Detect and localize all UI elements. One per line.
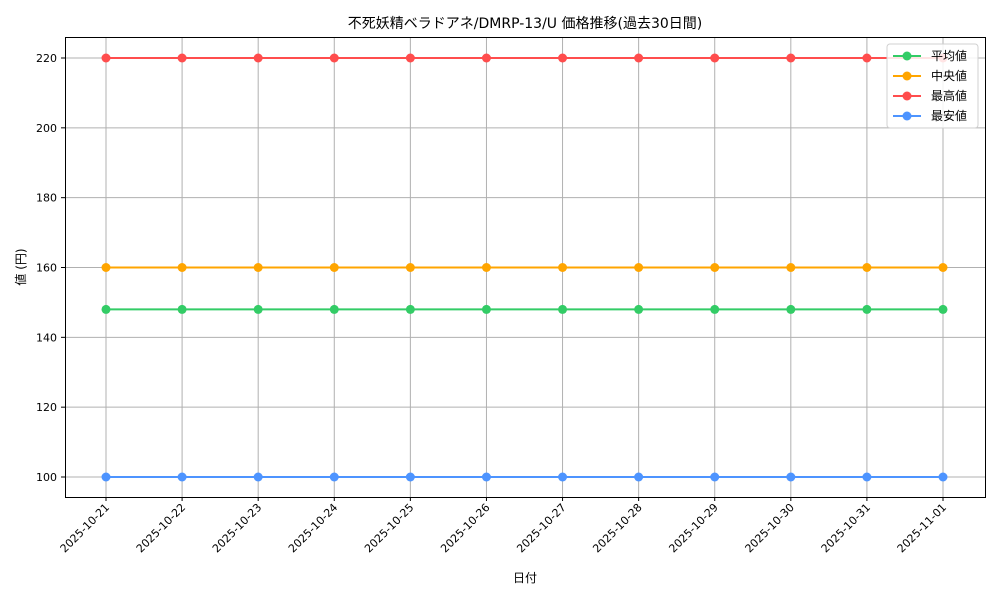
data-point xyxy=(862,263,872,272)
data-point xyxy=(177,472,187,482)
x-tick-label: 2025-11-01 xyxy=(895,501,949,555)
data-point xyxy=(253,53,263,63)
data-point xyxy=(862,53,872,63)
data-point xyxy=(253,472,263,482)
data-point xyxy=(710,263,720,272)
data-point xyxy=(405,53,415,63)
data-point xyxy=(558,472,568,482)
x-tick-label: 2025-10-28 xyxy=(590,501,644,555)
y-tick-label: 140 xyxy=(36,331,57,344)
x-tick-label: 2025-10-21 xyxy=(58,501,112,555)
data-point xyxy=(253,263,263,272)
data-point xyxy=(634,304,644,314)
data-point xyxy=(329,472,339,482)
x-tick-label: 2025-10-22 xyxy=(134,501,188,555)
data-point xyxy=(710,304,720,314)
y-tick-label: 200 xyxy=(36,122,57,135)
data-point xyxy=(329,304,339,314)
data-point xyxy=(481,472,491,482)
y-axis-label: 値 (円) xyxy=(13,248,28,285)
data-point xyxy=(938,263,948,272)
x-tick-label: 2025-10-23 xyxy=(210,501,264,555)
chart-title: 不死妖精ベラドアネ/DMRP-13/U 価格推移(過去30日間) xyxy=(348,16,702,32)
x-tick-label: 2025-10-29 xyxy=(666,501,720,555)
data-point xyxy=(786,472,796,482)
legend-entry: 最安値 xyxy=(931,108,967,123)
plot-frame xyxy=(65,37,986,498)
data-point xyxy=(710,472,720,482)
x-axis-ticks: 2025-10-21 2025-10-22 2025-10-23 2025-10-24… xyxy=(58,497,949,555)
data-point xyxy=(101,263,111,272)
data-point xyxy=(101,53,111,63)
data-point xyxy=(558,304,568,314)
y-tick-label: 180 xyxy=(36,192,57,205)
data-point xyxy=(405,304,415,314)
y-tick-label: 100 xyxy=(36,471,57,484)
data-point xyxy=(862,472,872,482)
data-point xyxy=(481,304,491,314)
data-point xyxy=(101,472,111,482)
data-point xyxy=(177,304,187,314)
data-point xyxy=(558,263,568,272)
data-point xyxy=(481,263,491,272)
series-lines xyxy=(101,53,948,482)
data-point xyxy=(710,53,720,63)
data-point xyxy=(786,304,796,314)
data-point xyxy=(329,263,339,272)
x-tick-label: 2025-10-25 xyxy=(362,501,416,555)
y-tick-label: 220 xyxy=(36,52,57,65)
y-axis-ticks: 100 120 140 160 180 200 220 xyxy=(36,52,65,484)
data-point xyxy=(786,263,796,272)
data-point xyxy=(634,53,644,63)
data-point xyxy=(938,472,948,482)
data-point xyxy=(862,304,872,314)
legend-entry: 平均値 xyxy=(931,48,967,63)
legend-entry: 中央値 xyxy=(931,68,967,83)
x-tick-label: 2025-10-27 xyxy=(514,501,568,555)
data-point xyxy=(938,304,948,314)
x-tick-label: 2025-10-30 xyxy=(743,501,797,555)
data-point xyxy=(253,304,263,314)
y-tick-label: 120 xyxy=(36,401,57,414)
data-point xyxy=(786,53,796,63)
x-axis-label: 日付 xyxy=(513,571,537,585)
data-point xyxy=(101,304,111,314)
x-tick-label: 2025-10-31 xyxy=(819,501,873,555)
data-point xyxy=(634,472,644,482)
y-tick-label: 160 xyxy=(36,262,57,275)
data-point xyxy=(634,263,644,272)
legend-entry: 最高値 xyxy=(931,88,967,103)
data-point xyxy=(405,263,415,272)
data-point xyxy=(329,53,339,63)
data-point xyxy=(558,53,568,63)
data-point xyxy=(177,53,187,63)
x-tick-label: 2025-10-26 xyxy=(438,501,492,555)
x-tick-label: 2025-10-24 xyxy=(286,501,340,555)
data-point xyxy=(177,263,187,272)
data-point xyxy=(405,472,415,482)
data-point xyxy=(481,53,491,63)
